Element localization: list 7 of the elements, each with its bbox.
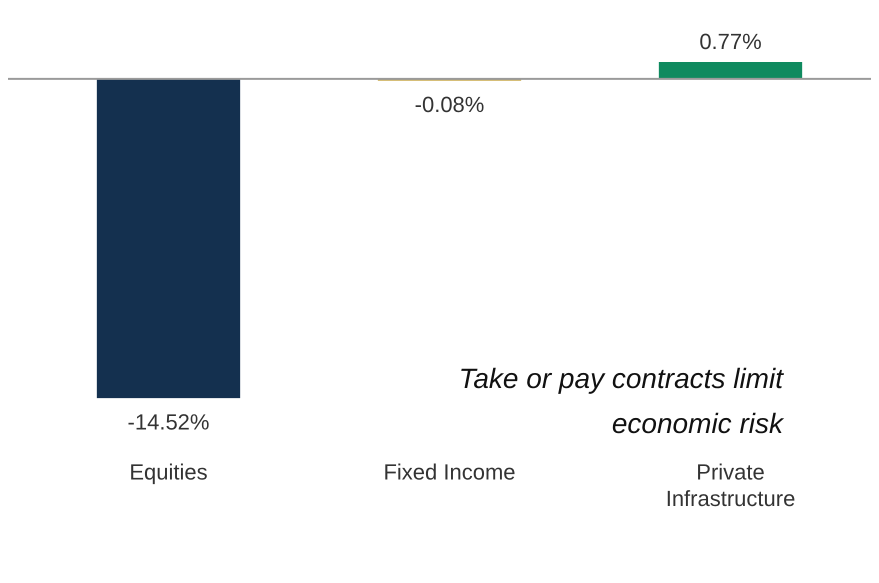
data-label: -0.08% bbox=[414, 92, 484, 117]
data-label: 0.77% bbox=[699, 29, 762, 54]
x-tick-label: Fixed Income bbox=[383, 459, 516, 484]
data-label: -14.52% bbox=[128, 409, 210, 434]
annotation: Take or pay contracts limit economic risk bbox=[458, 363, 785, 439]
x-tick-label: Equities bbox=[129, 459, 208, 484]
x-tick-label: Private Infrastructure bbox=[666, 459, 796, 511]
